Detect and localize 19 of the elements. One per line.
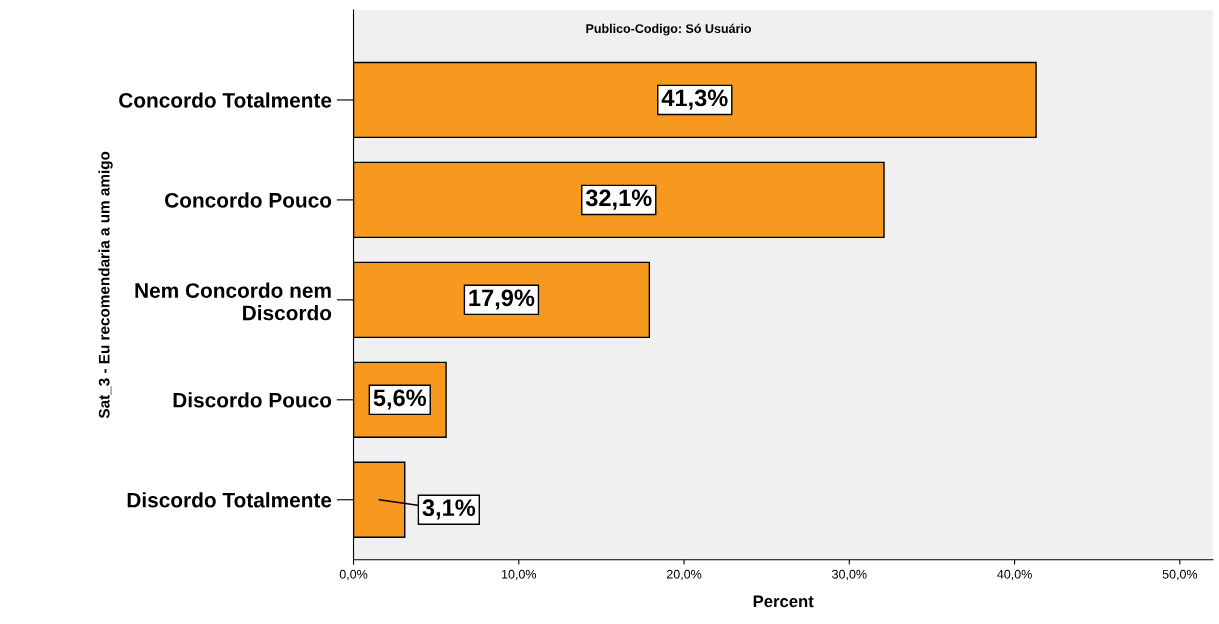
x-tick-label: 50,0% xyxy=(1162,569,1198,581)
y-tick-label: Discordo Totalmente xyxy=(127,492,332,508)
data-label: 3,1% xyxy=(422,499,476,520)
y-tick-label: Discordo Pouco xyxy=(173,392,332,408)
text: Publico-Codigo: Só Usuário xyxy=(586,23,752,36)
x-tick-label: 20,0% xyxy=(666,569,702,581)
x-tick-label: 30,0% xyxy=(832,569,867,581)
y-axis-title: Sat_3 - Eu recomendaria a um amigo xyxy=(98,151,113,419)
data-label: 41,3% xyxy=(661,89,728,110)
x-tick-label: 40,0% xyxy=(997,569,1032,581)
y-tick-label: Concordo Totalmente xyxy=(119,92,332,108)
y-tick-label: Nem Concordo nem Discordo xyxy=(135,282,332,321)
x-axis-title: Percent xyxy=(753,595,814,608)
data-label: 17,9% xyxy=(469,289,535,310)
data-label: 5,6% xyxy=(373,389,427,410)
x-tick-label: 0,0% xyxy=(339,569,368,581)
x-tick-label: 10,0% xyxy=(502,569,537,581)
y-tick-label: Concordo Pouco xyxy=(165,192,332,208)
data-label: 32,1% xyxy=(585,189,652,210)
